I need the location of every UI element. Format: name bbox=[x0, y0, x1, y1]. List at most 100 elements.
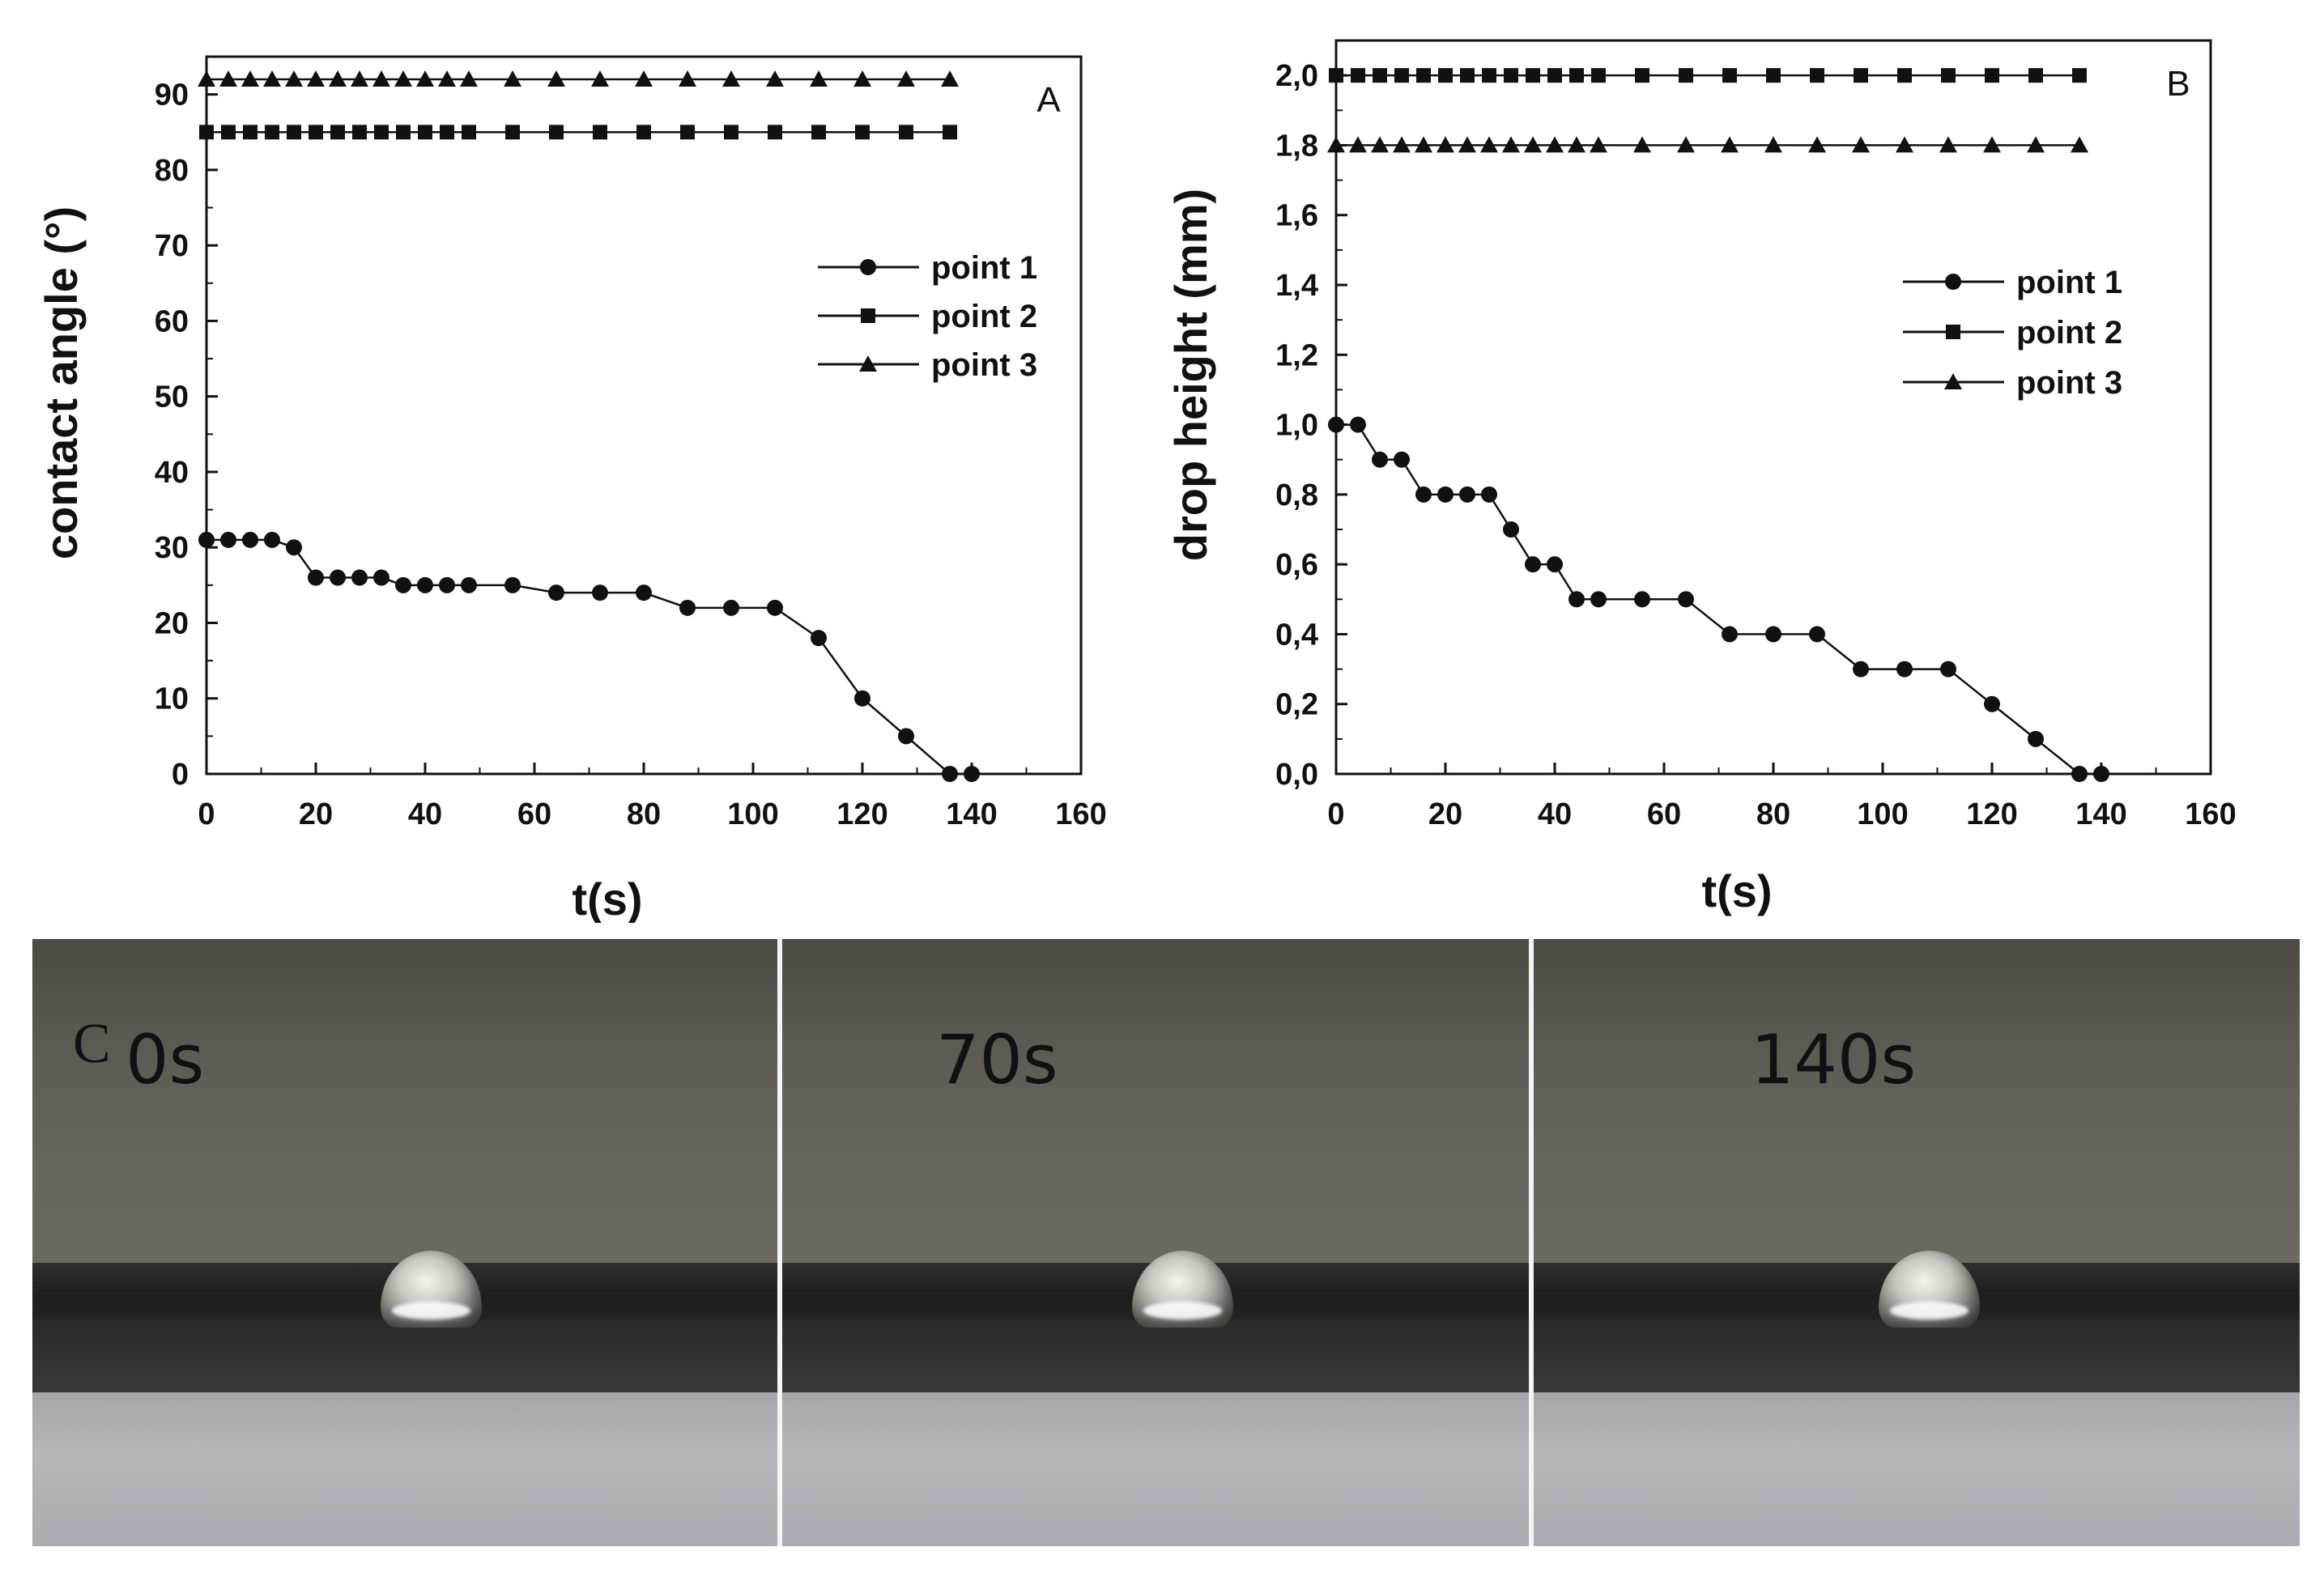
data-point bbox=[1721, 136, 1739, 153]
data-point bbox=[287, 125, 301, 140]
data-point bbox=[1349, 136, 1367, 153]
data-point bbox=[767, 599, 783, 616]
x-tick-label: 20 bbox=[1428, 797, 1462, 831]
y-tick-label: 30 bbox=[155, 531, 189, 565]
data-point bbox=[1547, 556, 1563, 573]
data-point bbox=[964, 766, 980, 782]
time-label: 0s bbox=[126, 1020, 205, 1099]
legend-label: point 3 bbox=[931, 347, 1037, 383]
data-point bbox=[1568, 136, 1586, 153]
data-point bbox=[504, 576, 521, 593]
data-point bbox=[395, 576, 411, 593]
data-point bbox=[241, 70, 259, 87]
data-point bbox=[263, 70, 281, 87]
data-point bbox=[591, 70, 609, 87]
data-point bbox=[766, 70, 784, 87]
data-point bbox=[461, 576, 477, 593]
legend: point 1 point 2 point 3 bbox=[818, 250, 1037, 383]
data-point bbox=[1394, 68, 1409, 83]
legend-label: point 3 bbox=[2016, 365, 2122, 401]
data-point bbox=[1502, 136, 1520, 153]
data-point bbox=[2027, 136, 2045, 153]
y-tick-label: 40 bbox=[155, 456, 189, 490]
y-tick-label: 50 bbox=[155, 380, 189, 414]
legend-marker bbox=[1945, 274, 1961, 290]
data-point bbox=[1393, 136, 1411, 153]
data-point bbox=[440, 125, 454, 140]
data-point bbox=[547, 70, 565, 87]
data-point bbox=[330, 569, 346, 586]
legend-marker bbox=[1946, 325, 1960, 339]
y-axis-title: drop height (mm) bbox=[1165, 189, 1216, 561]
data-point bbox=[1810, 68, 1824, 83]
y-tick-label: 0,4 bbox=[1275, 618, 1318, 652]
data-point bbox=[351, 569, 368, 586]
x-tick-label: 0 bbox=[198, 797, 215, 831]
data-point bbox=[768, 125, 782, 140]
y-tick-label: 60 bbox=[155, 304, 189, 338]
data-point bbox=[1590, 591, 1607, 608]
data-point bbox=[1546, 136, 1564, 153]
data-point bbox=[898, 728, 914, 745]
data-point bbox=[1983, 136, 2001, 153]
x-tick-label: 100 bbox=[727, 797, 778, 831]
data-point bbox=[635, 70, 653, 87]
data-point bbox=[1569, 68, 1584, 83]
data-point bbox=[2028, 730, 2044, 747]
x-tick-label: 160 bbox=[1055, 797, 1106, 831]
series-point-1 bbox=[1328, 416, 2109, 782]
data-point bbox=[1590, 136, 1607, 153]
x-tick-label: 40 bbox=[408, 797, 442, 831]
data-point bbox=[680, 125, 695, 140]
x-tick-label: 20 bbox=[299, 797, 333, 831]
data-point bbox=[723, 599, 739, 616]
data-point bbox=[636, 584, 652, 601]
data-point bbox=[941, 70, 959, 87]
x-tick-label: 120 bbox=[836, 797, 887, 831]
data-point bbox=[548, 584, 564, 601]
data-point bbox=[1897, 68, 1912, 83]
data-point bbox=[1634, 591, 1650, 608]
data-point bbox=[1415, 486, 1432, 503]
data-point bbox=[1351, 68, 1365, 83]
data-point bbox=[1808, 136, 1826, 153]
data-point bbox=[1853, 661, 1869, 678]
legend-label: point 1 bbox=[931, 250, 1037, 286]
x-tick-label: 0 bbox=[1327, 797, 1344, 831]
data-point bbox=[243, 125, 258, 140]
data-point bbox=[811, 125, 826, 140]
data-point bbox=[1678, 591, 1694, 608]
data-point bbox=[198, 70, 215, 87]
data-point bbox=[2071, 766, 2088, 782]
data-point bbox=[198, 531, 215, 548]
y-axis-title: contact angle (°) bbox=[36, 206, 87, 559]
y-tick-label: 1,4 bbox=[1275, 269, 1318, 303]
data-point bbox=[1329, 68, 1343, 83]
data-point bbox=[592, 584, 608, 601]
data-point bbox=[438, 70, 456, 87]
data-point bbox=[1852, 136, 1870, 153]
y-tick-label: 90 bbox=[155, 79, 189, 113]
x-tick-label: 40 bbox=[1538, 797, 1572, 831]
data-point bbox=[1591, 68, 1606, 83]
data-point bbox=[854, 690, 870, 707]
y-tick-label: 1,6 bbox=[1275, 199, 1318, 233]
y-tick-label: 0,0 bbox=[1275, 758, 1318, 792]
data-point bbox=[417, 576, 433, 593]
data-point bbox=[307, 70, 325, 87]
data-point bbox=[220, 531, 236, 548]
data-point bbox=[942, 766, 958, 782]
data-point bbox=[462, 125, 476, 140]
data-point bbox=[1438, 68, 1453, 83]
data-point bbox=[1568, 591, 1585, 608]
data-point bbox=[308, 569, 324, 586]
data-point bbox=[810, 70, 828, 87]
series-point-3 bbox=[1327, 136, 2088, 153]
data-point bbox=[1350, 416, 1366, 433]
data-point bbox=[2093, 766, 2109, 782]
data-point bbox=[1679, 68, 1693, 83]
data-point bbox=[1524, 136, 1542, 153]
x-axis-title: t(s) bbox=[1701, 865, 1772, 916]
data-point bbox=[2071, 136, 2088, 153]
data-point bbox=[1437, 486, 1454, 503]
